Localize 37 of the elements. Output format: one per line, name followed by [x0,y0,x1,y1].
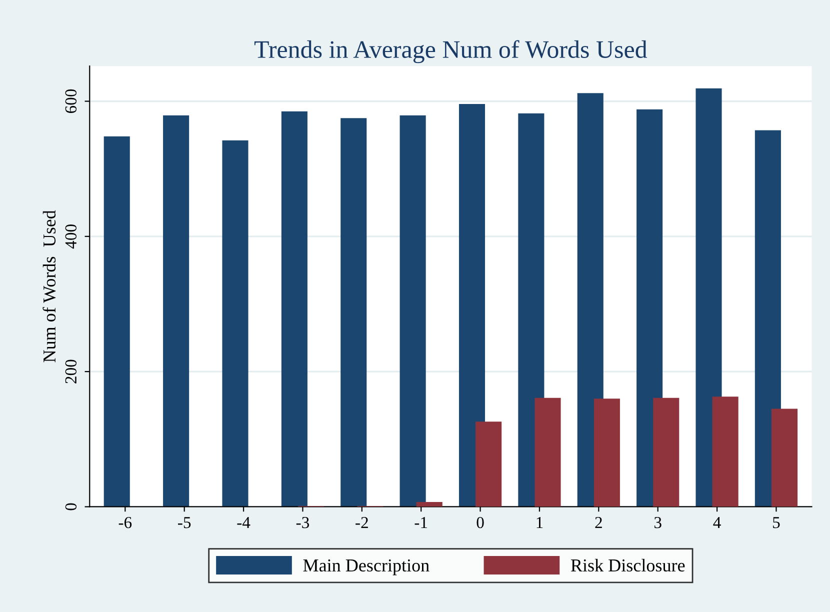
bar [653,398,680,507]
bar [104,136,130,507]
bar [594,398,620,507]
x-tick-label: 2 [595,516,602,528]
bar [400,115,426,507]
bar [771,408,798,507]
y-tick-label: 400 [65,224,77,249]
chart-title: Trends in Average Num of Words Used [254,40,648,64]
legend-label: Main Description [303,559,430,576]
bar [476,422,502,507]
legend-label: Risk Disclosure [570,558,685,572]
bar [281,111,308,507]
y-tick-label: 0 [65,503,77,510]
bar [696,88,722,507]
x-tick-label: -5 [178,517,191,528]
y-tick-label: 600 [65,89,77,114]
x-tick-label: 4 [713,517,721,528]
x-tick-label: -2 [356,516,368,528]
bar [416,502,442,507]
bar [577,93,604,507]
x-tick-label: 1 [536,517,543,528]
x-tick-label: 5 [773,517,780,528]
x-tick-label: -3 [296,516,310,528]
x-tick-label: -6 [118,516,132,528]
y-tick-label: 200 [65,360,77,384]
bar [340,118,367,507]
x-tick-label: -4 [237,517,250,528]
bar [712,396,738,507]
bar [163,115,190,507]
bar [222,140,248,507]
x-tick-label: 3 [654,516,662,528]
y-axis-title: Num of Words Used [42,210,56,362]
x-tick-label: -1 [414,517,428,528]
x-tick-label: 0 [476,516,484,528]
bar [754,130,781,507]
bar [458,104,486,507]
bar [534,398,561,507]
